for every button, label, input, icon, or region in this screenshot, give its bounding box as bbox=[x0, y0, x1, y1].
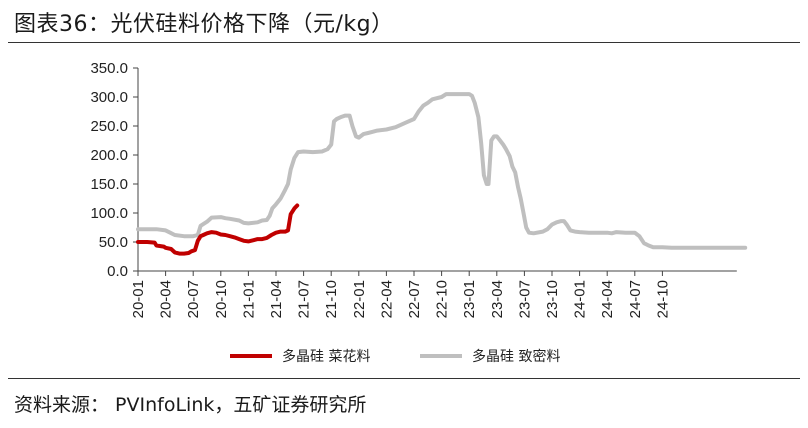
y-tick-label: 250.0 bbox=[90, 118, 128, 135]
x-tick-label: 20-10 bbox=[213, 280, 230, 318]
x-tick-label: 21-04 bbox=[268, 280, 285, 318]
x-tick-label: 22-04 bbox=[378, 280, 395, 318]
legend: 多晶硅 菜花料 多晶硅 致密料 bbox=[230, 348, 560, 365]
source-note: 资料来源： PVInfoLink，五矿证券研究所 bbox=[14, 394, 367, 416]
chart-title: 图表36：光伏硅料价格下降（元/kg） bbox=[14, 12, 394, 37]
x-tick-label: 24-07 bbox=[627, 280, 644, 318]
y-tick-label: 200.0 bbox=[90, 147, 128, 164]
y-tick-label: 300.0 bbox=[90, 89, 128, 106]
x-tick-label: 20-04 bbox=[158, 280, 175, 318]
x-tick-label: 24-01 bbox=[572, 280, 589, 318]
x-tick-label: 21-10 bbox=[323, 280, 340, 318]
series-layer bbox=[136, 92, 748, 256]
x-tick-label: 23-01 bbox=[461, 280, 478, 318]
legend-label: 多晶硅 菜花料 bbox=[282, 348, 370, 365]
y-tick-label: 100.0 bbox=[90, 205, 128, 222]
x-tick-label: 23-07 bbox=[516, 280, 533, 318]
x-tick-label: 24-04 bbox=[599, 280, 616, 318]
x-tick-label: 20-07 bbox=[185, 280, 202, 318]
y-tick-label: 350.0 bbox=[90, 60, 128, 77]
y-tick-label: 50.0 bbox=[99, 234, 128, 251]
x-tick-label: 23-04 bbox=[489, 280, 506, 318]
top-rule bbox=[8, 42, 800, 43]
x-tick-label: 22-07 bbox=[406, 280, 423, 318]
series-line-cauliflower bbox=[136, 203, 300, 256]
y-tick-label: 150.0 bbox=[90, 176, 128, 193]
bottom-rule bbox=[8, 378, 800, 379]
x-tick-label: 21-07 bbox=[296, 280, 313, 318]
x-tick-label: 22-10 bbox=[434, 280, 451, 318]
x-tick-label: 24-10 bbox=[654, 280, 671, 318]
x-tick-label: 20-01 bbox=[130, 280, 147, 318]
y-tick-label: 0.0 bbox=[107, 263, 128, 280]
x-tick-label: 21-01 bbox=[240, 280, 257, 318]
series-line-dense bbox=[136, 92, 748, 250]
chart-axes: 0.0 50.0 100.0 150.0 200.0 250.0 300.0 350.0 20-… bbox=[90, 60, 737, 318]
x-tick-label: 22-01 bbox=[351, 280, 368, 318]
legend-label: 多晶硅 致密料 bbox=[472, 348, 560, 365]
x-tick-label: 23-10 bbox=[544, 280, 561, 318]
